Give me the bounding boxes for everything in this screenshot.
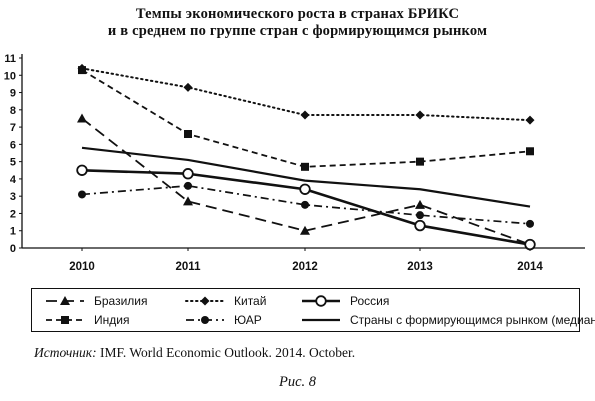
legend-swatch-marker xyxy=(201,316,209,324)
data-point-russia xyxy=(76,164,88,176)
legend-swatch-marker xyxy=(61,316,69,324)
legend-item-russia: Россия xyxy=(300,292,389,310)
x-tick-label: 2010 xyxy=(69,261,95,273)
legend-swatch-marker xyxy=(200,296,210,306)
chart-title: Темпы экономического роста в странах БРИ… xyxy=(0,6,595,40)
data-point-brazil xyxy=(183,196,193,206)
legend-swatch-china xyxy=(185,296,225,306)
data-point-india xyxy=(526,147,534,156)
data-point-india xyxy=(184,130,192,138)
chart-title-line-1: Темпы экономического роста в странах БРИ… xyxy=(135,6,460,22)
legend-swatch-marker xyxy=(60,296,70,305)
legend-label: Индия xyxy=(94,313,130,327)
data-point-brazil xyxy=(415,199,425,209)
y-tick-label: 9 xyxy=(10,88,16,100)
line-chart: 0 1 2 3 4 5 6 7 8 9 10 11 2010 2011 2012 2013 2014 xyxy=(4,53,585,273)
data-point-india xyxy=(416,157,424,166)
source-label: Источник: xyxy=(34,345,97,360)
legend-item-india: Индия xyxy=(44,311,129,329)
series-line-em xyxy=(81,146,531,208)
legend-item-china: Китай xyxy=(184,292,266,310)
x-tick-label: 2011 xyxy=(176,261,202,273)
series-line-china xyxy=(81,67,531,122)
y-tick-label: 4 xyxy=(10,174,17,186)
y-tick-label: 11 xyxy=(4,53,16,65)
legend-swatch-marker xyxy=(315,295,327,307)
figure-caption: Рис. 8 xyxy=(278,374,317,390)
data-point-sar xyxy=(301,200,309,209)
y-tick-label: 3 xyxy=(10,191,16,203)
data-point-sar xyxy=(526,219,534,228)
legend-swatch-em xyxy=(302,318,340,322)
data-point-russia xyxy=(182,168,194,180)
y-tick-label: 10 xyxy=(4,70,16,82)
data-point-brazil xyxy=(300,225,310,235)
y-tick-label: 8 xyxy=(10,105,16,117)
chart-legend: Бразилия Китай Россия Индия ЮАР Страны с форм… xyxy=(31,288,595,332)
y-tick-label: 6 xyxy=(10,139,16,151)
data-point-sar xyxy=(78,190,86,199)
x-tick-label: 2013 xyxy=(407,261,433,273)
data-point-russia xyxy=(414,219,426,232)
legend-swatch-india xyxy=(46,316,84,324)
y-tick-label: 0 xyxy=(10,243,16,255)
data-point-china xyxy=(525,115,535,125)
legend-label: Китай xyxy=(234,294,267,308)
x-tick-label: 2012 xyxy=(292,261,318,273)
data-point-india xyxy=(78,66,86,75)
data-point-china xyxy=(415,110,425,120)
data-point-china xyxy=(300,110,310,120)
data-point-brazil xyxy=(77,113,87,123)
data-point-sar xyxy=(416,211,424,220)
legend-swatch-brazil xyxy=(46,296,84,305)
y-tick-label: 7 xyxy=(10,122,16,134)
source-text: IMF. World Economic Outlook. 2014. Octob… xyxy=(96,345,356,360)
legend-item-em: Страны с формирующимся рынком (медиана) xyxy=(300,311,595,329)
legend-label: Россия xyxy=(350,294,390,308)
source-note: Источник: IMF. World Economic Outlook. 2… xyxy=(34,345,355,361)
x-tick-label: 2014 xyxy=(517,261,543,273)
legend-label: ЮАР xyxy=(234,313,262,327)
y-tick-label: 2 xyxy=(10,208,16,220)
legend-swatch-russia xyxy=(302,295,340,307)
legend-item-sar: ЮАР xyxy=(184,311,262,329)
data-point-india xyxy=(301,162,309,171)
data-point-sar xyxy=(184,181,192,190)
y-tick-label: 5 xyxy=(10,157,16,169)
data-point-russia xyxy=(299,183,311,195)
legend-label: Бразилия xyxy=(94,294,148,308)
legend-item-brazil: Бразилия xyxy=(44,292,148,310)
data-point-china xyxy=(183,82,193,92)
data-point-russia xyxy=(524,238,536,251)
legend-label: Страны с формирующимся рынком (медиана) xyxy=(350,313,595,327)
chart-title-line-2: и в среднем по группе стран с формирующи… xyxy=(107,23,488,39)
legend-swatch-sar xyxy=(186,316,224,324)
y-tick-label: 1 xyxy=(10,226,16,238)
